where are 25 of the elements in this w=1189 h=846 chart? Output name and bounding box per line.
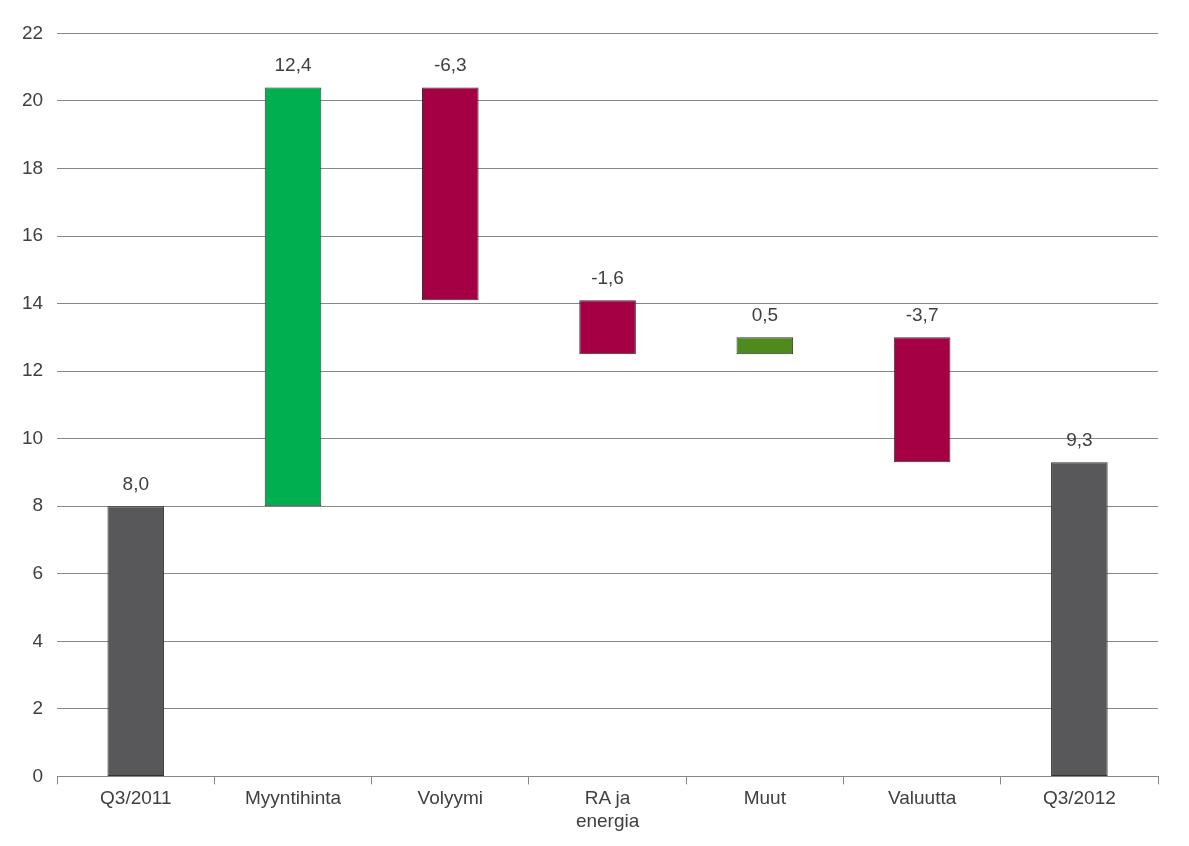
x-tick-label: Volyymi <box>417 787 484 809</box>
y-tick-label: 22 <box>21 21 44 43</box>
x-tick-label: Q3/2011 <box>100 787 172 809</box>
x-tick-label: Valuutta <box>887 787 957 809</box>
x-tick-label: RA ja energia <box>575 787 640 831</box>
y-tick-label: 6 <box>32 562 44 583</box>
data-label: 8,0 <box>122 472 149 494</box>
data-label: 12,4 <box>274 54 312 76</box>
data-label: -3,7 <box>905 304 939 326</box>
y-tick-label: 4 <box>32 629 44 651</box>
data-label: -6,3 <box>433 54 467 76</box>
y-tick-label: 2 <box>32 697 44 719</box>
y-tick-label: 0 <box>32 764 44 786</box>
y-tick-label: 12 <box>21 359 44 381</box>
x-tick-label: Q3/2012 <box>1042 787 1116 809</box>
y-tick-label: 18 <box>21 156 44 178</box>
y-tick-label: 14 <box>21 291 44 313</box>
y-tick-label: 10 <box>21 426 44 448</box>
data-label: 0,5 <box>751 304 779 326</box>
data-label: -1,6 <box>591 266 624 288</box>
y-tick-label: 20 <box>21 89 44 111</box>
y-tick-label: 8 <box>32 494 44 516</box>
x-tick-label: Myyntihinta <box>244 787 342 809</box>
x-tick-label: Muut <box>743 787 787 809</box>
y-tick-label: 16 <box>21 224 44 246</box>
